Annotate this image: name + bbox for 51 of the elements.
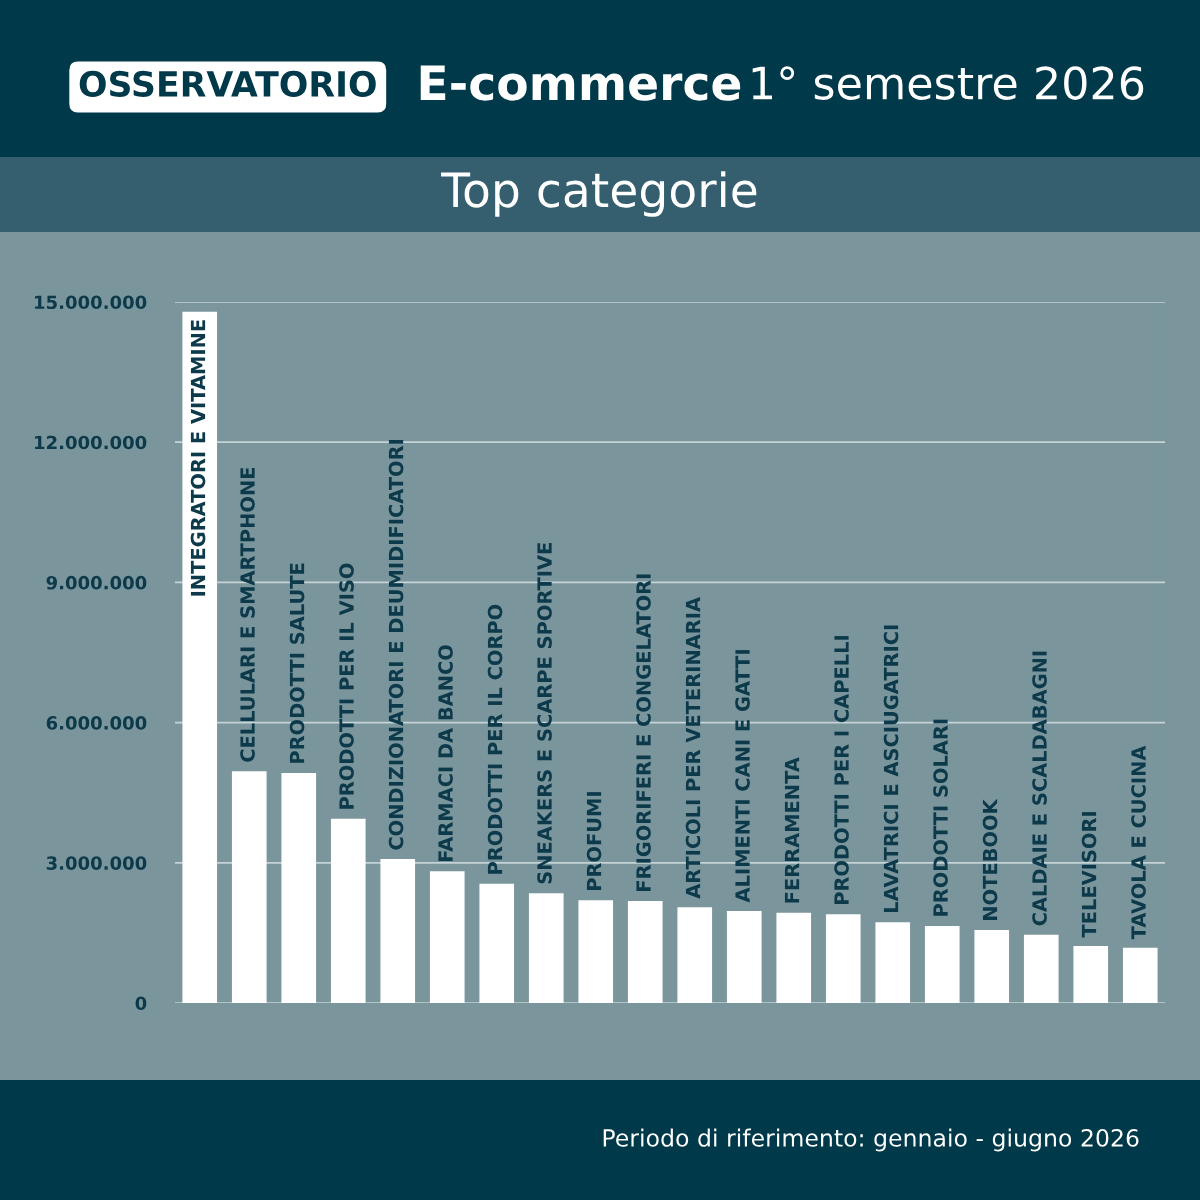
bar xyxy=(1023,934,1059,1003)
x-tick-label: FERRAMENTA xyxy=(784,757,800,903)
x-tick-label: INTEGRATORI E VITAMINE xyxy=(190,320,206,596)
bar xyxy=(924,925,960,1003)
x-tick-label: LAVATRICI E ASCIUGATRICI xyxy=(883,625,899,912)
bar xyxy=(1073,945,1109,1003)
bar xyxy=(330,818,366,1003)
x-tick-label: CELLULARI E SMARTPHONE xyxy=(240,467,255,762)
y-tick-label: 9.000.000 xyxy=(46,575,147,590)
x-tick-label: FRIGORIFERI E CONGELATORI xyxy=(636,574,651,891)
bar xyxy=(726,910,762,1003)
bar xyxy=(875,922,911,1003)
x-tick-label: FARMACI DA BANCO xyxy=(438,645,453,862)
chart-title: E-commerce xyxy=(420,65,741,101)
x-tick-label: CALDAIE E SCALDABAGNI xyxy=(1032,651,1047,926)
bar xyxy=(974,930,1010,1003)
x-tick-label: PRODOTTI PER IL VISO xyxy=(339,563,354,809)
bar xyxy=(1122,947,1158,1003)
bar xyxy=(627,901,663,1003)
bar xyxy=(429,871,465,1003)
y-tick-label: 15.000.000 xyxy=(35,295,147,310)
bar xyxy=(479,883,515,1003)
text: Periodo di riferimento: gennaio - giugno 2026 xyxy=(603,1128,1139,1152)
bar xyxy=(578,900,614,1003)
y-tick-label: 6.000.000 xyxy=(46,716,147,730)
bar xyxy=(231,771,267,1003)
text: OSSERVATORIO xyxy=(79,70,376,98)
y-tick-label: 12.000.000 xyxy=(35,435,147,450)
x-tick-label: PRODOTTI PER IL CORPO xyxy=(487,604,503,874)
bar xyxy=(776,912,812,1003)
chart-subtitle: Top categorie xyxy=(441,171,757,217)
bar xyxy=(281,773,317,1003)
x-tick-label: NOTEBOOK xyxy=(982,798,998,920)
x-tick-label: TELEVISORI xyxy=(1081,812,1097,938)
bar xyxy=(677,907,713,1003)
bar xyxy=(380,859,416,1003)
bar xyxy=(825,914,861,1003)
text: 1° semestre 2026 xyxy=(752,66,1144,100)
bar xyxy=(182,311,218,1003)
x-tick-label: ARTICOLI PER VETERINARIA xyxy=(685,597,701,899)
x-tick-label: TAVOLA E CUCINA xyxy=(1131,745,1146,940)
x-tick-label: SNEAKERS E SCARPE SPORTIVE xyxy=(537,543,552,884)
x-tick-label: PRODOTTI PER I CAPELLI xyxy=(834,636,849,905)
x-tick-label: PRODOTTI SALUTE xyxy=(289,563,305,763)
bar xyxy=(528,893,564,1003)
x-tick-label: CONDIZIONATORI E DEUMIDIFICATORI xyxy=(388,439,404,850)
x-tick-label: PRODOTTI SOLARI xyxy=(933,719,948,916)
x-tick-label: PROFUMI xyxy=(586,792,602,890)
x-tick-label: ALIMENTI CANI E GATTI xyxy=(735,650,750,903)
y-tick-label: 0 xyxy=(135,996,147,1011)
y-tick-label: 3.000.000 xyxy=(46,856,147,870)
